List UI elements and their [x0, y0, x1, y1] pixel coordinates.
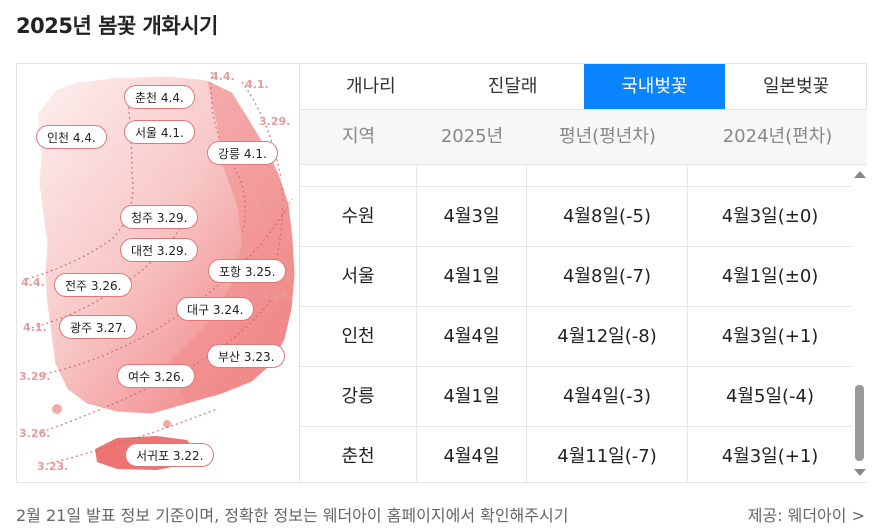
credit-link[interactable]: 제공: 웨더아이 > — [747, 506, 865, 525]
map-label-seogwipo: 서귀포 3.22. — [125, 443, 215, 467]
flower-tabs: 개나리 진달래 국내벚꽃 일본벚꽃 — [300, 64, 867, 110]
table-scrollbar[interactable] — [852, 165, 867, 482]
contour-label: 3.29. — [259, 115, 291, 128]
date-2025-cell: 4월3일 — [417, 187, 527, 246]
region-cell: 수원 — [300, 187, 417, 246]
date-2025-cell: 4월4일 — [417, 427, 527, 482]
map-label-gangneung: 강릉 4.1. — [207, 141, 278, 165]
tab-azalea[interactable]: 진달래 — [487, 76, 538, 97]
bloom-map: 4.4. 4.1. 3.29. 3.26. 3.23. 4.4. 4.1. 3.… — [17, 64, 299, 482]
date-2024-cell: 4월1일(±0) — [721, 266, 819, 287]
region-cell: 강릉 — [300, 367, 417, 426]
contour-label: 3.29. — [19, 370, 51, 383]
normal-cell: 4월11일(-7) — [527, 427, 688, 482]
date-2025-cell: 4월1일 — [417, 247, 527, 306]
table-cell — [417, 165, 527, 186]
map-label-daejeon: 대전 3.29. — [120, 238, 199, 262]
map-label-yeosu: 여수 3.26. — [117, 364, 196, 388]
column-header-region: 지역 — [341, 126, 376, 147]
map-label-pohang: 포항 3.25. — [208, 259, 287, 283]
column-header-2024: 2024년(편차) — [722, 126, 833, 147]
table-row-partial: (-) — [300, 165, 852, 187]
table-cell — [688, 165, 852, 186]
normal-cell: 4월8일(-7) — [527, 247, 688, 306]
normal-cell: 4월8일(-5) — [527, 187, 688, 246]
column-header-normal: 평년(평년차) — [559, 126, 656, 147]
date-2024-cell: 4월3일(+1) — [721, 326, 819, 347]
date-2025-cell: 4월4일 — [417, 307, 527, 366]
map-label-chuncheon: 춘천 4.4. — [124, 85, 195, 109]
footer-note: 2월 21일 발표 정보 기준이며, 정확한 정보는 웨더아이 홈페이지에서 확… — [16, 506, 569, 525]
table-row: 인천 4월4일 4월12일(-8) 4월3일(+1) — [300, 307, 852, 367]
scroll-up-icon[interactable] — [854, 171, 866, 178]
region-cell: 인천 — [300, 307, 417, 366]
tab-domestic-cherry[interactable]: 국내벚꽃 — [583, 64, 726, 109]
table-row: 서울 4월1일 4월8일(-7) 4월1일(±0) — [300, 247, 852, 307]
tab-forsythia[interactable]: 개나리 — [346, 76, 396, 97]
bloom-panel: 4.4. 4.1. 3.29. 3.26. 3.23. 4.4. 4.1. 3.… — [16, 63, 867, 483]
region-cell: 서울 — [300, 247, 417, 306]
map-label-incheon: 인천 4.4. — [36, 125, 107, 149]
scroll-down-icon[interactable] — [854, 469, 866, 476]
date-2024-cell: 4월3일(±0) — [721, 206, 819, 227]
map-label-seoul: 서울 4.1. — [124, 120, 195, 144]
table-header: 지역 2025년 평년(평년차) 2024년(편차) — [300, 110, 867, 165]
scrollbar-thumb[interactable] — [855, 385, 864, 461]
contour-label: 3.23. — [37, 460, 69, 473]
bloom-table-pane: 개나리 진달래 국내벚꽃 일본벚꽃 지역 2025년 평년(평년차) 2024년… — [299, 64, 867, 482]
contour-label: 4.4. — [211, 70, 235, 83]
map-label-daegu: 대구 3.24. — [176, 297, 255, 321]
contour-label: 4.4. — [21, 276, 45, 289]
table-body[interactable]: (-) 수원 4월3일 4월8일(-5) 4월3일(±0) 서울 4월1일 4월… — [300, 165, 852, 482]
page-title: 2025년 봄꽃 개화시기 — [16, 14, 218, 38]
normal-cell: 4월4일(-3) — [527, 367, 688, 426]
date-2025-cell: 4월1일 — [417, 367, 527, 426]
contour-label: 4.1. — [245, 78, 269, 91]
table-cell — [300, 165, 417, 186]
column-header-2025: 2025년 — [440, 126, 504, 147]
contour-label: 3.26. — [257, 198, 289, 211]
table-row: 수원 4월3일 4월8일(-5) 4월3일(±0) — [300, 187, 852, 247]
normal-cell: 4월12일(-8) — [527, 307, 688, 366]
contour-label: 4.1. — [23, 321, 47, 334]
table-row: 춘천 4월4일 4월11일(-7) 4월3일(+1) — [300, 427, 852, 482]
contour-label: 3.26. — [19, 427, 51, 440]
tab-japan-cherry[interactable]: 일본벚꽃 — [763, 76, 830, 97]
map-label-gwangju: 광주 3.27. — [59, 315, 138, 339]
date-2024-cell: 4월5일(-4) — [725, 386, 815, 407]
region-cell: 춘천 — [300, 427, 417, 482]
table-row: 강릉 4월1일 4월4일(-3) 4월5일(-4) — [300, 367, 852, 427]
map-label-busan: 부산 3.23. — [207, 344, 286, 368]
map-label-jeonju: 전주 3.26. — [54, 273, 133, 297]
date-2024-cell: 4월3일(+1) — [721, 446, 819, 467]
table-cell: (-) — [527, 165, 688, 186]
contour-label: 3.23. — [261, 289, 293, 302]
map-label-cheongju: 청주 3.29. — [120, 205, 199, 229]
